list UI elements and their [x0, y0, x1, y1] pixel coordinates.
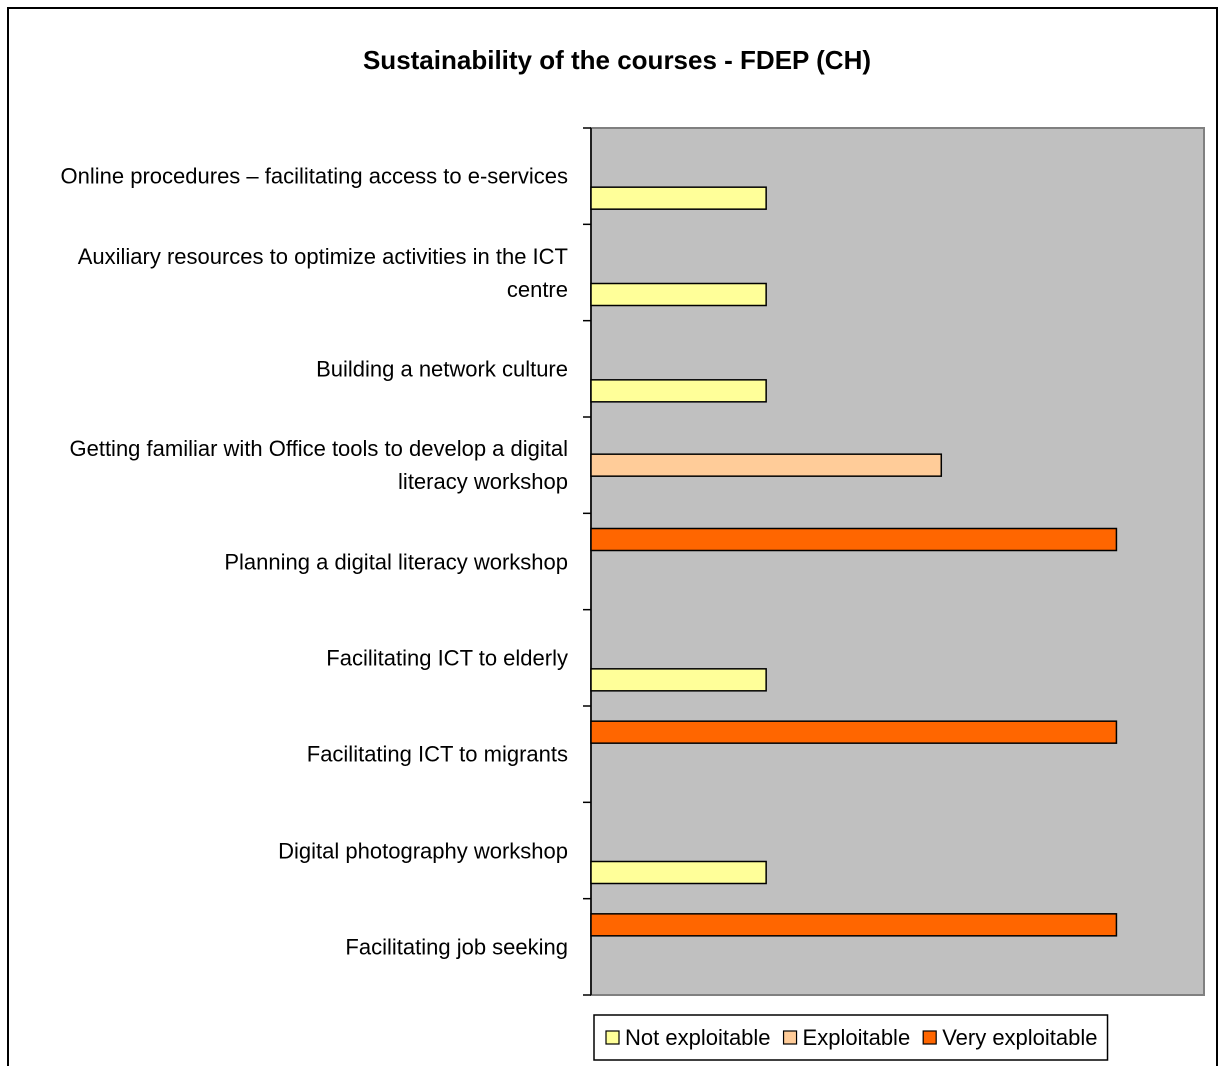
chart-title: Sustainability of the courses - FDEP (CH… — [363, 45, 871, 75]
category-label: Auxiliary resources to optimize activiti… — [77, 243, 568, 302]
category-label: Facilitating ICT to migrants — [306, 741, 568, 767]
bar — [590, 913, 1118, 937]
category-label: Facilitating job seeking — [345, 934, 568, 960]
bar — [590, 453, 943, 477]
bar — [590, 186, 767, 210]
legend-swatch — [782, 1030, 798, 1045]
bar — [590, 860, 767, 885]
plot-area — [590, 127, 1205, 996]
legend-label: Exploitable — [803, 1025, 911, 1050]
bar — [590, 282, 767, 307]
category-label: Digital photography workshop — [278, 838, 568, 863]
bar — [590, 379, 767, 403]
bar — [590, 720, 1118, 744]
legend-label: Very exploitable — [942, 1025, 1097, 1050]
legend-swatch — [605, 1030, 620, 1045]
legend-swatch — [922, 1030, 937, 1045]
category-label: Online procedures – facilitating access … — [60, 163, 568, 189]
bar — [590, 527, 1118, 552]
legend-box — [593, 1014, 1109, 1061]
category-label: Facilitating ICT to elderly — [326, 645, 568, 671]
category-label: Planning a digital literacy workshop — [224, 549, 568, 574]
bar — [590, 668, 767, 692]
category-label: Building a network culture — [316, 356, 568, 382]
category-label: Getting familiar with Office tools to de… — [69, 436, 568, 495]
legend-label: Not exploitable — [625, 1025, 771, 1050]
